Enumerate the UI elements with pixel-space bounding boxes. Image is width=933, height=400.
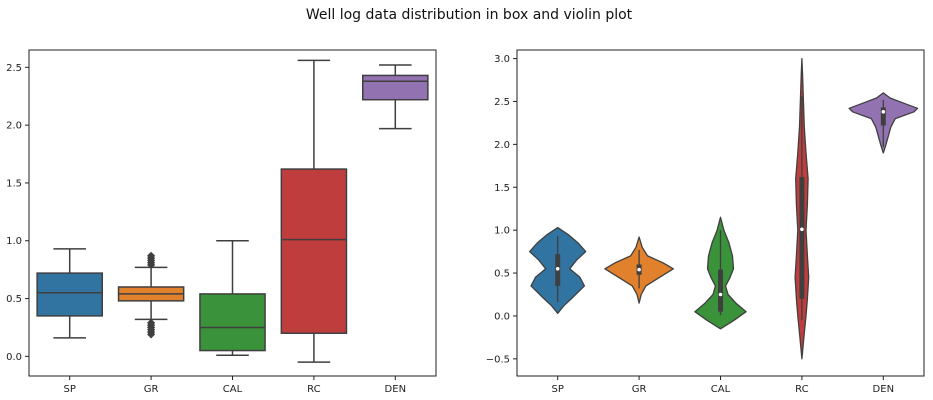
y-tick-label: 1.0 <box>6 236 22 247</box>
x-tick-label: CAL <box>711 384 731 395</box>
y-tick-label: −0.5 <box>486 354 510 365</box>
iqr-box <box>199 293 266 352</box>
y-tick-label: 3.0 <box>494 54 510 65</box>
y-tick-label: 2.5 <box>6 63 22 74</box>
inner-iqr-bar <box>799 176 805 299</box>
y-tick-label: 0.0 <box>6 352 22 363</box>
inner-median-point <box>637 267 641 272</box>
iqr-box <box>280 168 348 334</box>
x-tick-label: GR <box>632 384 647 395</box>
violin-cal <box>694 216 747 330</box>
inner-median-point <box>800 227 804 232</box>
y-tick-label: 2.0 <box>494 140 510 151</box>
y-tick-label: 1.0 <box>494 226 510 237</box>
box-rc <box>280 59 348 363</box>
y-tick-label: 0.5 <box>494 269 510 280</box>
y-tick-label: 1.5 <box>6 178 22 189</box>
x-tick-label: GR <box>144 384 159 395</box>
box-gr <box>117 251 185 339</box>
x-tick-label: SP <box>552 384 564 395</box>
y-tick-label: 2.5 <box>494 97 510 108</box>
x-tick-label: SP <box>64 384 76 395</box>
box-den <box>361 64 429 130</box>
y-tick-label: 0.0 <box>494 311 510 322</box>
x-tick-label: RC <box>307 384 320 395</box>
y-tick-label: 1.5 <box>494 183 510 194</box>
outlier-point <box>147 318 156 327</box>
violin-gr <box>604 236 674 304</box>
x-tick-label: DEN <box>385 384 407 395</box>
figure-title: Well log data distribution in box and vi… <box>306 7 633 23</box>
inner-iqr-bar <box>718 269 723 312</box>
outlier-point <box>147 251 156 260</box>
box-plot-panel: 0.0 0.5 1.0 1.5 2.0 2.5 SP GR CAL RC DEN <box>6 49 437 395</box>
x-tick-label: CAL <box>223 384 243 395</box>
iqr-box <box>361 74 429 101</box>
box-cal <box>199 239 266 356</box>
violin-rc <box>794 57 810 360</box>
inner-median-point <box>718 292 723 297</box>
x-tick-label: DEN <box>873 384 895 395</box>
inner-median-point <box>555 266 560 271</box>
violin-den <box>848 92 919 154</box>
y-tick-label: 0.5 <box>6 294 22 305</box>
y-tick-label: 2.0 <box>6 121 22 132</box>
iqr-box <box>36 272 104 317</box>
x-tick-label: RC <box>795 384 808 395</box>
box-sp <box>36 248 104 339</box>
violin-plot-panel: −0.5 0.0 0.5 1.0 1.5 2.0 2.5 3.0 SP GR CAL RC DEN <box>486 49 925 395</box>
inner-iqr-bar <box>880 107 886 126</box>
inner-median-point <box>881 109 886 114</box>
violin-sp <box>529 226 587 315</box>
